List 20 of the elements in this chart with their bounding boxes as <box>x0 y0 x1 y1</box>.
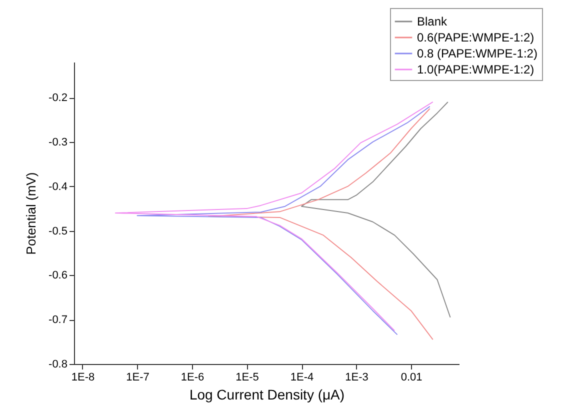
x-axis-title: Log Current Density (μA) <box>189 386 345 402</box>
y-axis-title: Potential (mV) <box>24 172 39 255</box>
y-tick-label: -0.6 <box>48 270 68 282</box>
x-tick-label: 1E-8 <box>71 372 95 384</box>
x-tick-label: 1E-7 <box>126 372 150 384</box>
y-tick-label: -0.4 <box>48 180 68 193</box>
x-tick-label: 1E-6 <box>180 372 204 384</box>
y-tick-label: -0.3 <box>48 136 68 148</box>
legend-label: 1.0(PAPE:WMPE-1:2) <box>417 62 534 76</box>
y-tick-label: -0.7 <box>48 314 68 326</box>
legend-label: 0.6(PAPE:WMPE-1:2) <box>417 30 534 44</box>
y-tick-label: -0.5 <box>48 225 68 238</box>
x-tick-label: 1E-3 <box>345 372 368 384</box>
x-tick-label: 0.01 <box>400 372 422 384</box>
legend-label: Blank <box>417 14 448 28</box>
y-tick-label: -0.2 <box>48 92 68 104</box>
x-tick-label: 1E-4 <box>290 372 314 384</box>
y-tick-label: -0.8 <box>48 358 68 370</box>
x-tick-label: 1E-5 <box>236 372 259 384</box>
legend-label: 0.8 (PAPE:WMPE-1:2) <box>417 46 538 60</box>
